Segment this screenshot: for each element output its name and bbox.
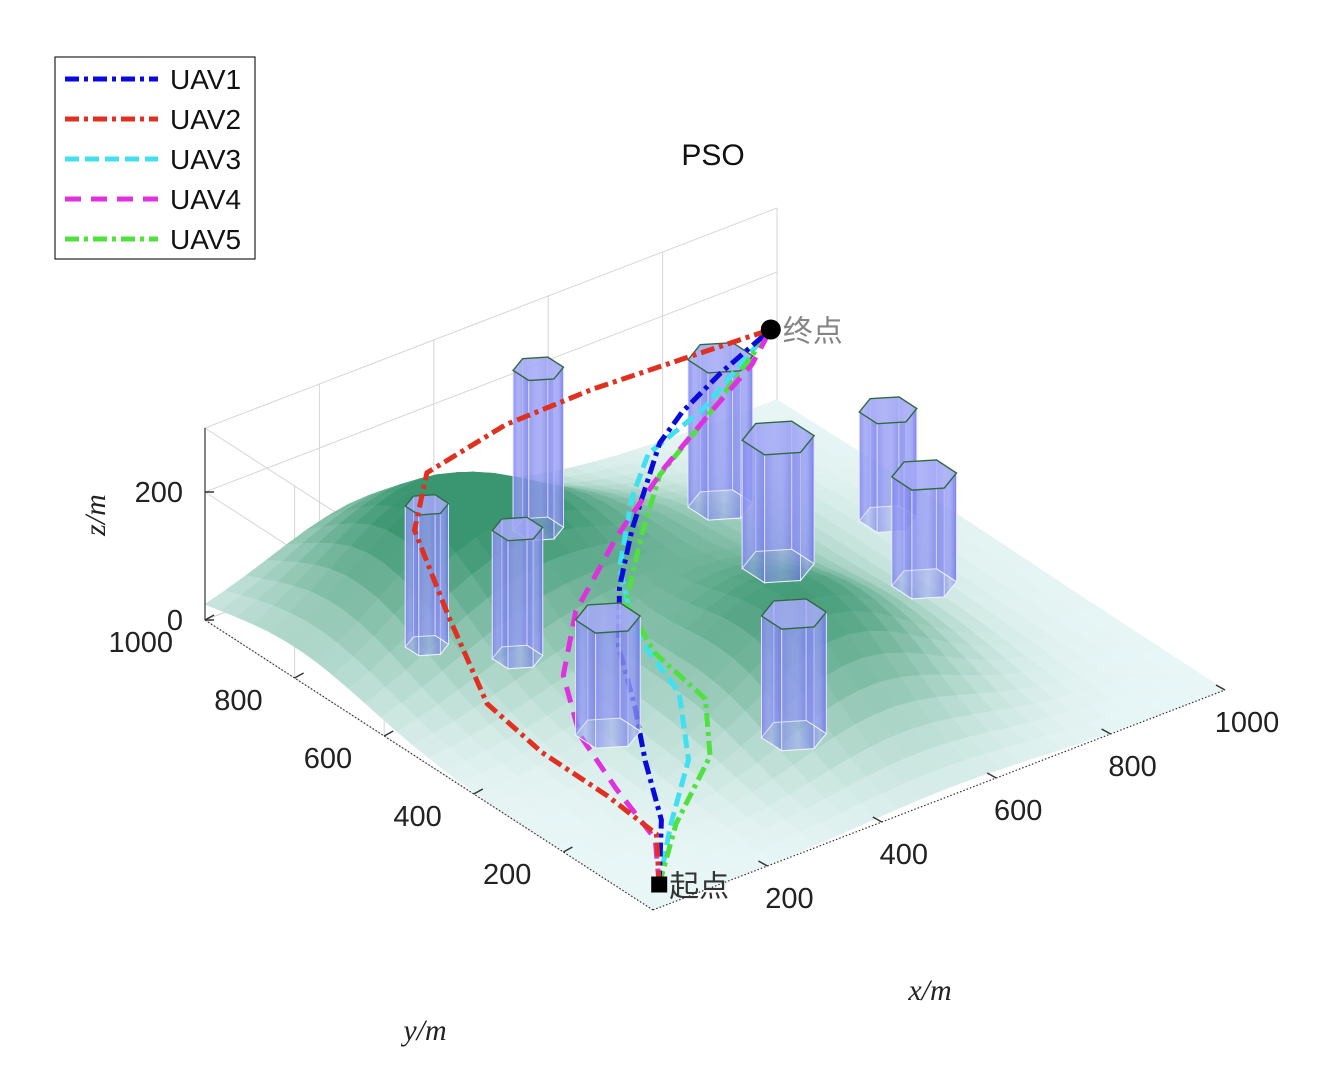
z-tick-label: 0 <box>167 605 183 637</box>
y-tick-mark <box>383 730 394 737</box>
obstacle-face <box>434 493 449 646</box>
y-tick-label: 600 <box>304 743 352 775</box>
obstacle-top <box>491 516 544 542</box>
obstacle-prism <box>890 458 958 600</box>
legend-label: UAV5 <box>170 224 241 255</box>
obstacle-base <box>760 719 828 752</box>
obstacle-prism <box>574 601 642 750</box>
obstacle-prism <box>741 420 816 584</box>
x-tick-mark <box>872 816 883 823</box>
x-tick-label: 800 <box>1108 751 1156 783</box>
x-axis-line <box>652 689 1226 911</box>
path-uav3 <box>617 327 773 885</box>
obstacle-top <box>741 420 816 456</box>
obstacle-base <box>741 548 815 584</box>
start-label: 起点 <box>669 871 729 904</box>
y-tick-mark <box>563 846 573 853</box>
legend-label: UAV2 <box>170 104 241 135</box>
obstacle-face <box>512 369 530 542</box>
y-tick-label: 400 <box>393 801 441 833</box>
y-tick-mark <box>473 788 484 795</box>
obstacle-face <box>891 476 913 600</box>
obstacle-prism <box>404 493 450 657</box>
x-tick-mark <box>986 772 997 779</box>
obstacle-base <box>404 634 450 657</box>
x-tick-label: 600 <box>994 795 1042 827</box>
obstacle-prism <box>491 516 544 670</box>
obstacle-face <box>858 411 878 534</box>
legend-label: UAV1 <box>170 64 241 95</box>
x-tick-label: 200 <box>765 883 813 915</box>
x-tick-mark <box>1101 728 1111 735</box>
x-tick-mark <box>758 860 768 867</box>
obstacle-top <box>512 356 565 382</box>
x-tick-label: 400 <box>880 839 928 871</box>
path-uav5 <box>623 328 773 886</box>
obstacle-face <box>547 356 564 529</box>
obstacle-face <box>491 529 509 670</box>
obstacle-base <box>491 644 544 670</box>
x-tick-label: 1000 <box>1215 707 1280 739</box>
y-axis-label: y/m <box>400 1014 446 1047</box>
obstacle-top <box>760 598 828 630</box>
legend: UAV1 UAV2 UAV3 UAV4 UAV5 <box>54 56 256 260</box>
obstacle-top <box>574 602 642 634</box>
scene: 起点 终点 <box>404 316 958 904</box>
obstacle-face <box>741 439 766 584</box>
obstacle-prism <box>512 356 565 542</box>
obstacle-face <box>761 615 783 752</box>
z-tick-label: 200 <box>135 477 183 509</box>
y-tick-label: 800 <box>214 685 262 717</box>
obstacle-face <box>575 619 597 750</box>
x-axis-label: x/m <box>907 974 951 1007</box>
obstacle-base <box>891 568 958 600</box>
obstacle-top <box>858 396 918 425</box>
y-tick-mark <box>204 614 215 621</box>
start-marker <box>651 876 668 893</box>
chart-title: PSO <box>681 139 744 172</box>
x-tick-mark <box>1215 684 1226 691</box>
y-tick-mark <box>294 672 304 679</box>
y-axis-line <box>204 619 654 911</box>
legend-label: UAV3 <box>170 144 241 175</box>
obstacle-face <box>687 358 709 522</box>
z-axis-label: z/m <box>79 494 112 537</box>
y-tick-label: 1000 <box>108 627 173 659</box>
goal-marker <box>760 319 781 340</box>
legend-label: UAV4 <box>170 184 241 215</box>
obstacle-prism <box>760 597 828 752</box>
obstacle-top <box>890 459 958 491</box>
path-uav1 <box>616 327 773 885</box>
goal-label: 终点 <box>783 316 843 349</box>
path-uav4 <box>560 328 773 885</box>
path-uav2 <box>412 327 772 885</box>
obstacle-base <box>574 717 641 749</box>
y-tick-label: 200 <box>483 859 531 891</box>
